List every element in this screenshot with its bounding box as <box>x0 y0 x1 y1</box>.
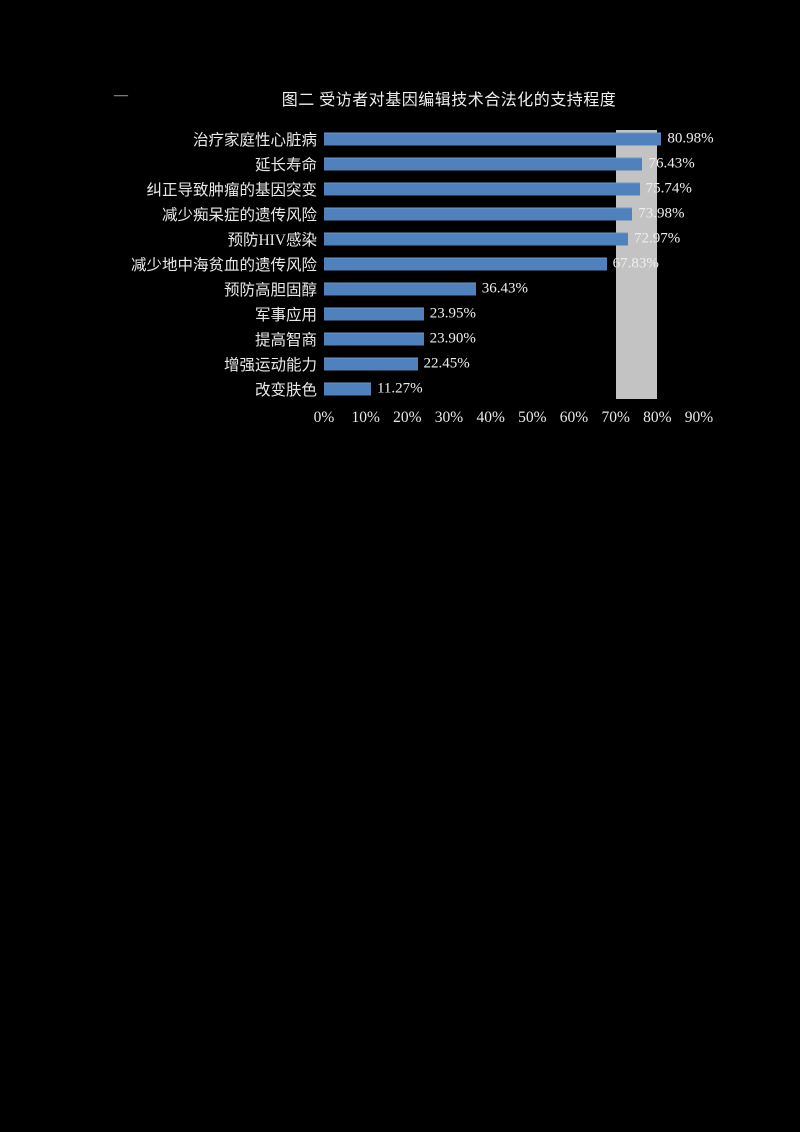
category-label: 治疗家庭性心脏病 <box>192 131 317 149</box>
bar-track: 36.43% <box>324 276 724 301</box>
bar-row: 治疗家庭性心脏病 80.98% <box>112 126 724 151</box>
value-label: 23.90% <box>429 330 476 346</box>
bar-row: 纠正导致肿瘤的基因突变 75.74% <box>112 176 724 201</box>
bar-row: 改变肤色 11.27% <box>112 376 724 401</box>
category-label: 减少痴呆症的遗传风险 <box>161 206 317 224</box>
x-tick-label: 30% <box>434 409 464 426</box>
value-label: 72.97% <box>634 230 681 246</box>
bar-track: 76.43% <box>324 151 724 176</box>
bar-chart: — 图二 受访者对基因编辑技术合法化的支持程度 治疗家庭性心脏病 80.98% 延长… <box>112 86 724 433</box>
value-label: 73.98% <box>638 205 685 221</box>
value-label: 80.98% <box>667 130 714 146</box>
bar-row: 预防高胆固醇 36.43% <box>112 276 724 301</box>
bar <box>324 232 629 245</box>
x-axis: 0% 10% 20% 30% 40% 50% 60% 70% 80% 90% <box>112 409 724 433</box>
bar-track: 23.95% <box>324 301 724 326</box>
corner-dash-mark: — <box>114 88 128 103</box>
bar <box>324 307 424 320</box>
category-label: 纠正导致肿瘤的基因突变 <box>146 181 317 199</box>
x-tick-label: 90% <box>684 409 714 426</box>
x-tick-label: 40% <box>476 409 505 426</box>
category-label: 预防HIV感染 <box>227 231 317 249</box>
bar-track: 22.45% <box>324 351 724 376</box>
bar <box>324 282 476 295</box>
chart-title: 图二 受访者对基因编辑技术合法化的支持程度 <box>281 92 617 109</box>
value-label: 22.45% <box>423 355 470 371</box>
bar-track: 80.98% <box>324 126 724 151</box>
bar-row: 减少地中海贫血的遗传风险 67.83% <box>112 251 724 276</box>
category-label: 预防高胆固醇 <box>223 281 317 299</box>
bar-track: 11.27% <box>324 376 724 401</box>
bar-row: 预防HIV感染 72.97% <box>112 226 724 251</box>
bar <box>324 132 662 145</box>
x-tick-label: 60% <box>559 409 589 426</box>
value-label: 67.83% <box>612 255 659 271</box>
bar-track: 23.90% <box>324 326 724 351</box>
x-tick-label: 70% <box>601 409 630 426</box>
bar <box>324 382 371 395</box>
category-label: 增强运动能力 <box>223 356 317 374</box>
bar-row: 增强运动能力 22.45% <box>112 351 724 376</box>
bar <box>324 157 643 170</box>
bar-row: 减少痴呆症的遗传风险 73.98% <box>112 201 724 226</box>
value-label: 76.43% <box>648 155 695 171</box>
bar-rows: 治疗家庭性心脏病 80.98% 延长寿命 76.43% 纠正导致肿瘤的基因突变 75.74… <box>112 126 724 401</box>
bar-row: 提高智商 23.90% <box>112 326 724 351</box>
category-label: 提高智商 <box>254 331 317 349</box>
x-tick-label: 10% <box>351 409 380 426</box>
value-label: 36.43% <box>481 280 529 296</box>
value-label: 11.27% <box>376 380 423 396</box>
bar-track: 67.83% <box>324 251 724 276</box>
value-label: 75.74% <box>645 180 692 196</box>
bar <box>324 332 424 345</box>
category-label: 减少地中海贫血的遗传风险 <box>130 256 317 274</box>
highlight-band <box>615 130 658 399</box>
plot-area: 治疗家庭性心脏病 80.98% 延长寿命 76.43% 纠正导致肿瘤的基因突变 75.74… <box>112 126 724 433</box>
bar-track: 72.97% <box>324 226 724 251</box>
category-label: 军事应用 <box>254 306 317 324</box>
bar-row: 军事应用 23.95% <box>112 301 724 326</box>
bar <box>324 182 640 195</box>
x-tick-label: 80% <box>643 409 672 426</box>
value-label: 23.95% <box>429 305 477 321</box>
bar <box>324 257 607 270</box>
bar-track: 75.74% <box>324 176 724 201</box>
x-tick-label: 20% <box>393 409 422 426</box>
category-label: 改变肤色 <box>254 381 317 399</box>
category-label: 延长寿命 <box>254 156 317 174</box>
bar <box>324 207 633 220</box>
bar <box>324 357 418 370</box>
bar-row: 延长寿命 76.43% <box>112 151 724 176</box>
bar-track: 73.98% <box>324 201 724 226</box>
x-tick-label: 0% <box>313 409 335 426</box>
x-tick-label: 50% <box>518 409 547 426</box>
